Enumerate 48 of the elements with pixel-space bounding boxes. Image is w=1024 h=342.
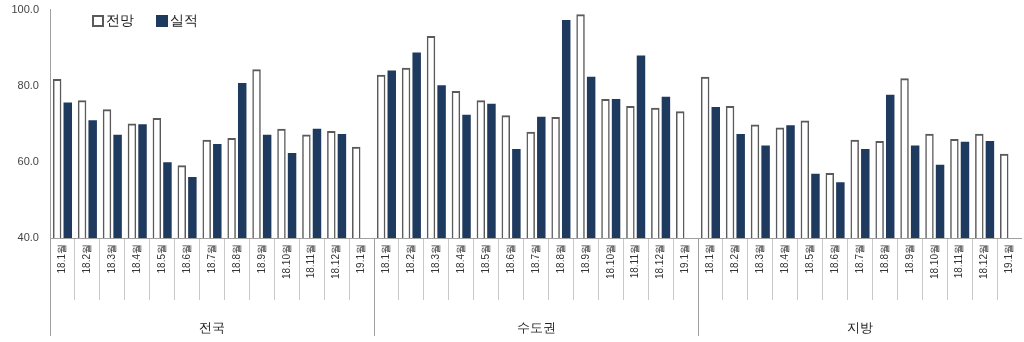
x-tick-label: 19.1월	[679, 244, 691, 274]
x-tick-label: 18.6월	[180, 244, 192, 274]
x-tick-label: 18.2월	[729, 244, 741, 274]
x-axis-title: 수도권	[516, 319, 556, 335]
x-tick-label: 18.4월	[454, 244, 466, 274]
x-tick-label: 18.5월	[479, 244, 491, 274]
x-tick-label: 18.12월	[978, 244, 990, 280]
y-tick-label: 40.0	[17, 231, 39, 244]
x-tick-label: 18.11월	[305, 244, 317, 279]
x-tick-label: 18.2월	[405, 244, 417, 274]
x-tick-label: 19.1월	[355, 244, 367, 274]
y-tick-label: 100.0	[11, 2, 39, 15]
x-tick-label: 18.10월	[928, 244, 940, 280]
x-tick-label: 19.1월	[1003, 244, 1015, 274]
x-tick-label: 18.4월	[778, 244, 790, 274]
x-tick-label: 18.6월	[828, 244, 840, 274]
x-tick-label: 18.10월	[280, 244, 292, 280]
x-tick-label: 18.9월	[579, 244, 591, 274]
x-tick-label: 18.6월	[504, 244, 516, 274]
x-tick-label: 18.8월	[878, 244, 890, 274]
x-tick-label: 18.9월	[903, 244, 915, 274]
y-tick-label: 80.0	[17, 78, 39, 91]
x-tick-label: 18.5월	[155, 244, 167, 274]
x-tick-label: 18.7월	[853, 244, 865, 274]
x-tick-label: 18.3월	[430, 244, 442, 274]
x-tick-label: 18.2월	[81, 244, 93, 274]
x-tick-label: 18.7월	[205, 244, 217, 274]
x-tick-label: 18.3월	[106, 244, 118, 274]
x-tick-label: 18.5월	[803, 244, 815, 274]
x-tick-label: 18.12월	[654, 244, 666, 280]
x-tick-label: 18.10월	[604, 244, 616, 280]
x-tick-label: 18.4월	[130, 244, 142, 274]
x-tick-label: 18.8월	[230, 244, 242, 274]
x-tick-label: 18.3월	[754, 244, 766, 274]
x-axis-title: 전국	[199, 319, 225, 335]
x-tick-label: 18.11월	[953, 244, 965, 279]
x-tick-label: 18.8월	[554, 244, 566, 274]
y-tick-label: 60.0	[17, 154, 39, 167]
x-tick-label: 18.1월	[704, 244, 716, 274]
x-tick-label: 18.9월	[255, 244, 267, 274]
x-tick-label: 18.1월	[56, 244, 68, 274]
x-tick-label: 18.7월	[529, 244, 541, 274]
legend-label: 실적	[170, 12, 198, 30]
x-tick-label: 18.1월	[380, 244, 392, 274]
legend-label: 전망	[106, 12, 134, 30]
x-tick-label: 18.12월	[330, 244, 342, 280]
x-axis-title: 지방	[847, 319, 873, 335]
x-tick-label: 18.11월	[629, 244, 641, 279]
